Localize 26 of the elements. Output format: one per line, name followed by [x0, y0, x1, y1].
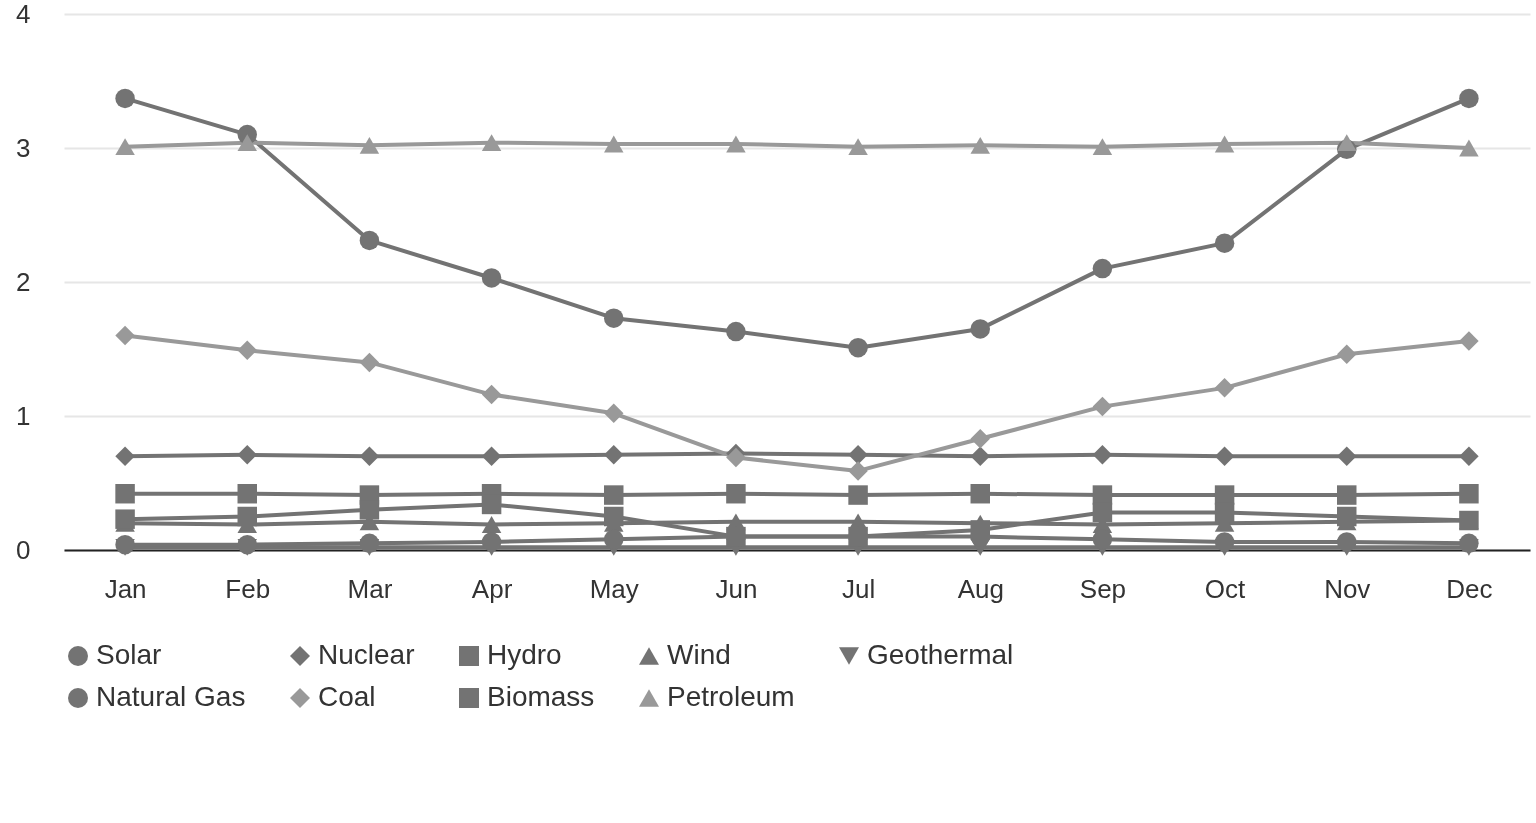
x-tick-label: Apr [471, 573, 513, 604]
x-tick-label: Jan [104, 573, 147, 604]
y-tick-label: 4 [16, 0, 31, 29]
x-tick-label: Dec [1446, 573, 1493, 604]
legend-label: Wind [667, 639, 731, 670]
x-tick-label: Aug [957, 573, 1004, 604]
y-tick-label: 1 [16, 400, 31, 431]
y-tick-label: 2 [16, 266, 31, 297]
legend-label: Natural Gas [96, 681, 246, 712]
legend-label: Nuclear [318, 639, 415, 670]
y-tick-label: 3 [16, 132, 31, 163]
x-tick-label: Jun [715, 573, 758, 604]
legend-label: Biomass [487, 681, 595, 712]
x-tick-label: Feb [225, 573, 271, 604]
legend-label: Geothermal [867, 639, 1014, 670]
legend-label: Petroleum [667, 681, 795, 712]
x-tick-label: Jul [841, 573, 876, 604]
x-tick-label: Sep [1079, 573, 1127, 604]
x-tick-label: Nov [1324, 573, 1371, 604]
x-tick-label: Mar [347, 573, 393, 604]
x-tick-label: Oct [1204, 573, 1247, 604]
legend-label: Coal [318, 681, 376, 712]
x-tick-label: May [589, 573, 639, 604]
legend-label: Solar [96, 639, 162, 670]
legend-label: Hydro [487, 639, 562, 670]
y-tick-label: 0 [16, 534, 31, 565]
